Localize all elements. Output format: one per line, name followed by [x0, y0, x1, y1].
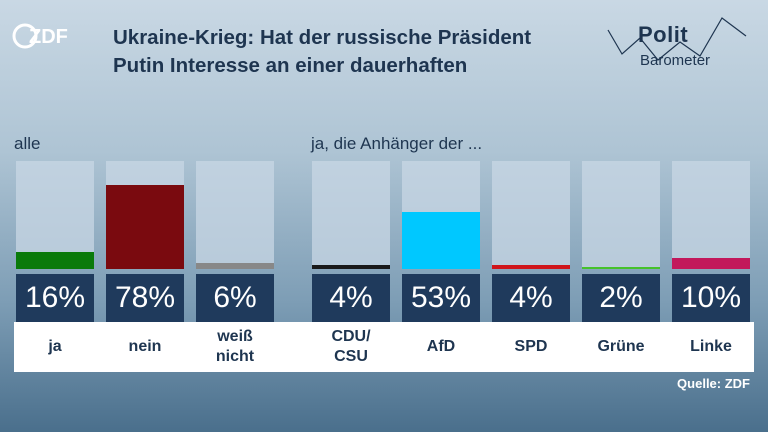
- section-label-all: alle: [14, 134, 41, 153]
- bar-afd: [402, 212, 480, 269]
- brand-word-polit: Polit: [638, 22, 689, 47]
- bar-track-spd: [492, 161, 570, 269]
- chart-title: Ukraine-Krieg: Hat der russische Präside…: [113, 26, 532, 77]
- bar-weiß-nicht: [196, 263, 274, 269]
- value-label-weiß-nicht: 6%: [196, 274, 274, 322]
- bar-nein: [106, 185, 184, 269]
- category-label-linke: Linke: [690, 338, 732, 355]
- category-label-nein: nein: [128, 338, 162, 355]
- value-label-nein: 78%: [106, 274, 184, 322]
- bar-track-grüne: [582, 161, 660, 269]
- bar-cdu-csu: [312, 265, 390, 269]
- section-label-supporters: ja, die Anhänger der ...: [311, 134, 483, 153]
- value-label-spd: 4%: [492, 274, 570, 322]
- value-label-grüne: 2%: [582, 274, 660, 322]
- bar-track-ja: [16, 161, 94, 269]
- category-label-grüne: Grüne: [597, 338, 645, 355]
- bar-linke: [672, 258, 750, 269]
- value-label-afd: 53%: [402, 274, 480, 322]
- value-label-cdu-csu: 4%: [312, 274, 390, 322]
- category-label-ja: ja: [48, 338, 62, 355]
- category-label-cdu-csu: CDU/CSU: [331, 328, 371, 365]
- bar-ja: [16, 252, 94, 269]
- bar-track-linke: [672, 161, 750, 269]
- bar-track-nein: [106, 161, 184, 269]
- source-note: Quelle: ZDF: [677, 376, 750, 391]
- bar-track-cdu-csu: [312, 161, 390, 269]
- value-label-ja: 16%: [16, 274, 94, 322]
- category-label-afd: AfD: [426, 338, 456, 355]
- brand-word-barometer: Barometer: [640, 52, 711, 69]
- category-label-spd: SPD: [514, 338, 548, 355]
- zdf-logo-text: ZDF: [29, 26, 68, 48]
- bar-spd: [492, 265, 570, 269]
- bar-track-weiß-nicht: [196, 161, 274, 269]
- bar-grüne: [582, 267, 660, 269]
- politbarometer-logo: Polit Barometer: [600, 12, 750, 76]
- bar-track-afd: [402, 161, 480, 269]
- category-label-strip: [14, 322, 754, 372]
- value-label-linke: 10%: [672, 274, 750, 322]
- zdf-logo: ZDF: [12, 22, 74, 50]
- category-label-weiß-nicht: weiß nicht: [215, 328, 255, 365]
